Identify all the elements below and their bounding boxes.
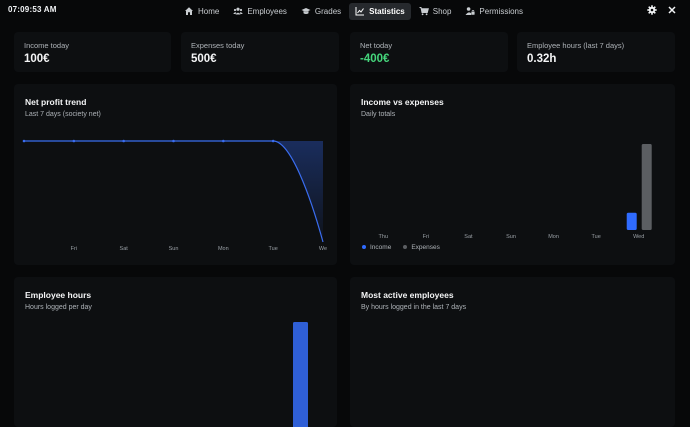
stat-net-today: Net today -400€ — [350, 32, 508, 72]
bar-income — [626, 212, 637, 230]
net-profit-line — [24, 140, 324, 243]
x-tick-label: Sun — [169, 246, 179, 252]
x-tick-label: We — [319, 246, 327, 252]
net-profit-point — [72, 139, 76, 143]
nav-employees-label: Employees — [247, 6, 287, 16]
stat-expenses-today: Expenses today 500€ — [181, 32, 339, 72]
income-expenses-chart: Thu Fri Sat Sun Mon Tue Wed — [379, 144, 652, 240]
card-title: Most active employees — [361, 290, 454, 300]
stat-label: Net today — [360, 41, 393, 50]
stat-label: Employee hours (last 7 days) — [527, 41, 625, 50]
graduation-cap-icon — [301, 8, 311, 15]
net-profit-point — [222, 139, 225, 143]
stat-value: 0.32h — [527, 53, 557, 65]
window-controls — [647, 5, 677, 15]
nav-shop-label: Shop — [432, 6, 452, 16]
net-profit-point — [22, 139, 26, 143]
gear-icon[interactable] — [647, 5, 657, 15]
card-subtitle: Last 7 days (society net) — [25, 111, 101, 118]
nav-home[interactable]: Home — [178, 3, 225, 20]
legend-item-expenses[interactable]: Expenses — [403, 244, 440, 251]
x-tick-label: Fri — [423, 234, 429, 240]
card-employee-hours: Employee hours Hours logged per day — [14, 277, 337, 427]
card-subtitle: By hours logged in the last 7 days — [361, 304, 467, 311]
x-tick-label: Sat — [120, 246, 129, 252]
card-subtitle: Daily totals — [361, 111, 396, 118]
nav-grades[interactable]: Grades — [295, 3, 347, 20]
card-title: Employee hours — [25, 290, 92, 300]
x-tick-label: Thu — [379, 234, 388, 240]
nav-permissions-label: Permissions — [479, 6, 523, 16]
bar-expenses — [641, 144, 652, 230]
nav-grades-label: Grades — [314, 6, 342, 16]
stat-employee-hours: Employee hours (last 7 days) 0.32h — [517, 32, 675, 72]
card-title: Income vs expenses — [361, 97, 444, 107]
employee-hours-chart — [293, 322, 308, 427]
legend-swatch — [403, 245, 408, 250]
net-profit-area — [24, 141, 323, 242]
stat-value: 500€ — [191, 53, 217, 65]
x-tick-label: Sun — [506, 234, 516, 240]
legend-label: Expenses — [411, 244, 440, 251]
net-profit-point — [271, 139, 275, 143]
x-tick-label: Tue — [592, 234, 601, 240]
nav-employees[interactable]: Employees — [227, 3, 293, 20]
user-lock-icon — [465, 7, 476, 15]
nav-shop[interactable]: Shop — [413, 3, 458, 20]
legend-label: Income — [370, 244, 392, 251]
stat-label: Income today — [24, 41, 70, 50]
card-most-active: Most active employees By hours logged in… — [350, 277, 675, 427]
card-title: Net profit trend — [25, 97, 87, 107]
legend-swatch — [362, 245, 366, 250]
stat-value: -400€ — [360, 53, 390, 65]
x-tick-label: Tue — [269, 246, 278, 252]
x-tick-label: Fri — [71, 246, 77, 252]
x-tick-label: Sat — [464, 234, 473, 240]
stat-value: 100€ — [24, 53, 50, 65]
nav-permissions[interactable]: Permissions — [459, 3, 529, 20]
net-profit-point — [122, 139, 125, 143]
x-tick-label: Mon — [218, 246, 229, 252]
cart-icon — [419, 7, 429, 16]
close-icon[interactable] — [667, 5, 677, 15]
net-profit-point — [172, 139, 175, 143]
users-icon — [233, 7, 244, 15]
top-bar: 07:09:53 AM Home Employees Grades Statis… — [0, 0, 690, 22]
card-income-expenses: Income vs expenses Daily totals Thu Fri Sa… — [350, 84, 675, 265]
main-nav: Home Employees Grades Statistics Shop Pe… — [178, 0, 529, 22]
card-subtitle: Hours logged per day — [25, 304, 92, 311]
chart-line-icon — [355, 7, 365, 16]
legend-item-income[interactable]: Income — [362, 244, 391, 251]
net-profit-chart: Fri Sat Sun Mon Tue We — [22, 139, 327, 252]
nav-statistics-label: Statistics — [369, 6, 405, 16]
stat-income-today: Income today 100€ — [14, 32, 171, 72]
bar-hours — [293, 322, 308, 427]
stat-label: Expenses today — [191, 41, 245, 50]
nav-statistics[interactable]: Statistics — [349, 2, 411, 20]
chart-legend: Income Expenses — [362, 244, 440, 251]
card-net-profit: Net profit trend Last 7 days (society ne… — [14, 84, 337, 265]
clock: 07:09:53 AM — [8, 5, 57, 14]
home-icon — [185, 7, 193, 15]
x-tick-label: Mon — [548, 234, 559, 240]
x-tick-label: Wed — [633, 234, 644, 240]
nav-home-label: Home — [198, 6, 220, 16]
